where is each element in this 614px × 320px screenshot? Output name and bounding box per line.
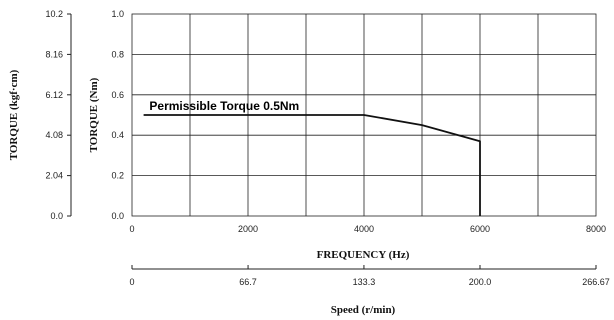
y-axis-title: TORQUE (Nm) [88,77,100,152]
secondary-y-tick-label: 2.04 [45,171,63,181]
secondary-x-tick-label: 133.3 [353,277,376,287]
y-tick-label: 0.0 [111,211,124,221]
secondary-x-tick-label: 66.7 [239,277,257,287]
x-tick-label: 6000 [470,224,490,234]
secondary-x-tick-label: 266.67 [582,277,610,287]
secondary-y-tick-label: 0.0 [50,211,63,221]
secondary-x-tick-label: 0 [129,277,134,287]
secondary-y-tick-label: 8.16 [45,49,63,59]
y-tick-label: 1.0 [111,9,124,19]
x-axis-frequency: 0 2000 4000 6000 8000 [129,224,606,234]
secondary-y-tick-label: 10.2 [45,9,63,19]
plot-grid [131,13,597,217]
primary-y-axis-nm: 0.0 0.2 0.4 0.6 0.8 1.0 [111,9,124,221]
secondary-y-axis-kgfcm: 0.0 2.04 4.08 6.12 8.16 10.2 [45,9,72,221]
annotation-permissible-torque: Permissible Torque 0.5Nm [149,99,299,113]
secondary-x-axis-speed: 0 66.7 133.3 200.0 266.67 [129,265,610,287]
secondary-x-axis-title: Speed (r/min) [331,304,396,316]
y-tick-label: 0.4 [111,130,124,140]
y-tick-label: 0.2 [111,171,124,181]
series-layer [143,114,481,216]
secondary-y-axis-title: TORQUE (kgf·cm) [8,69,20,160]
x-tick-label: 8000 [586,224,606,234]
secondary-x-tick-label: 200.0 [469,277,492,287]
x-axis-title: FREQUENCY (Hz) [317,249,410,261]
secondary-y-tick-label: 4.08 [45,130,63,140]
series-line-permissible-torque [143,114,481,216]
y-tick-label: 0.6 [111,90,124,100]
x-tick-label: 0 [129,224,134,234]
secondary-y-tick-label: 6.12 [45,90,63,100]
x-tick-label: 4000 [354,224,374,234]
x-tick-label: 2000 [238,224,258,234]
y-tick-label: 0.8 [111,49,124,59]
